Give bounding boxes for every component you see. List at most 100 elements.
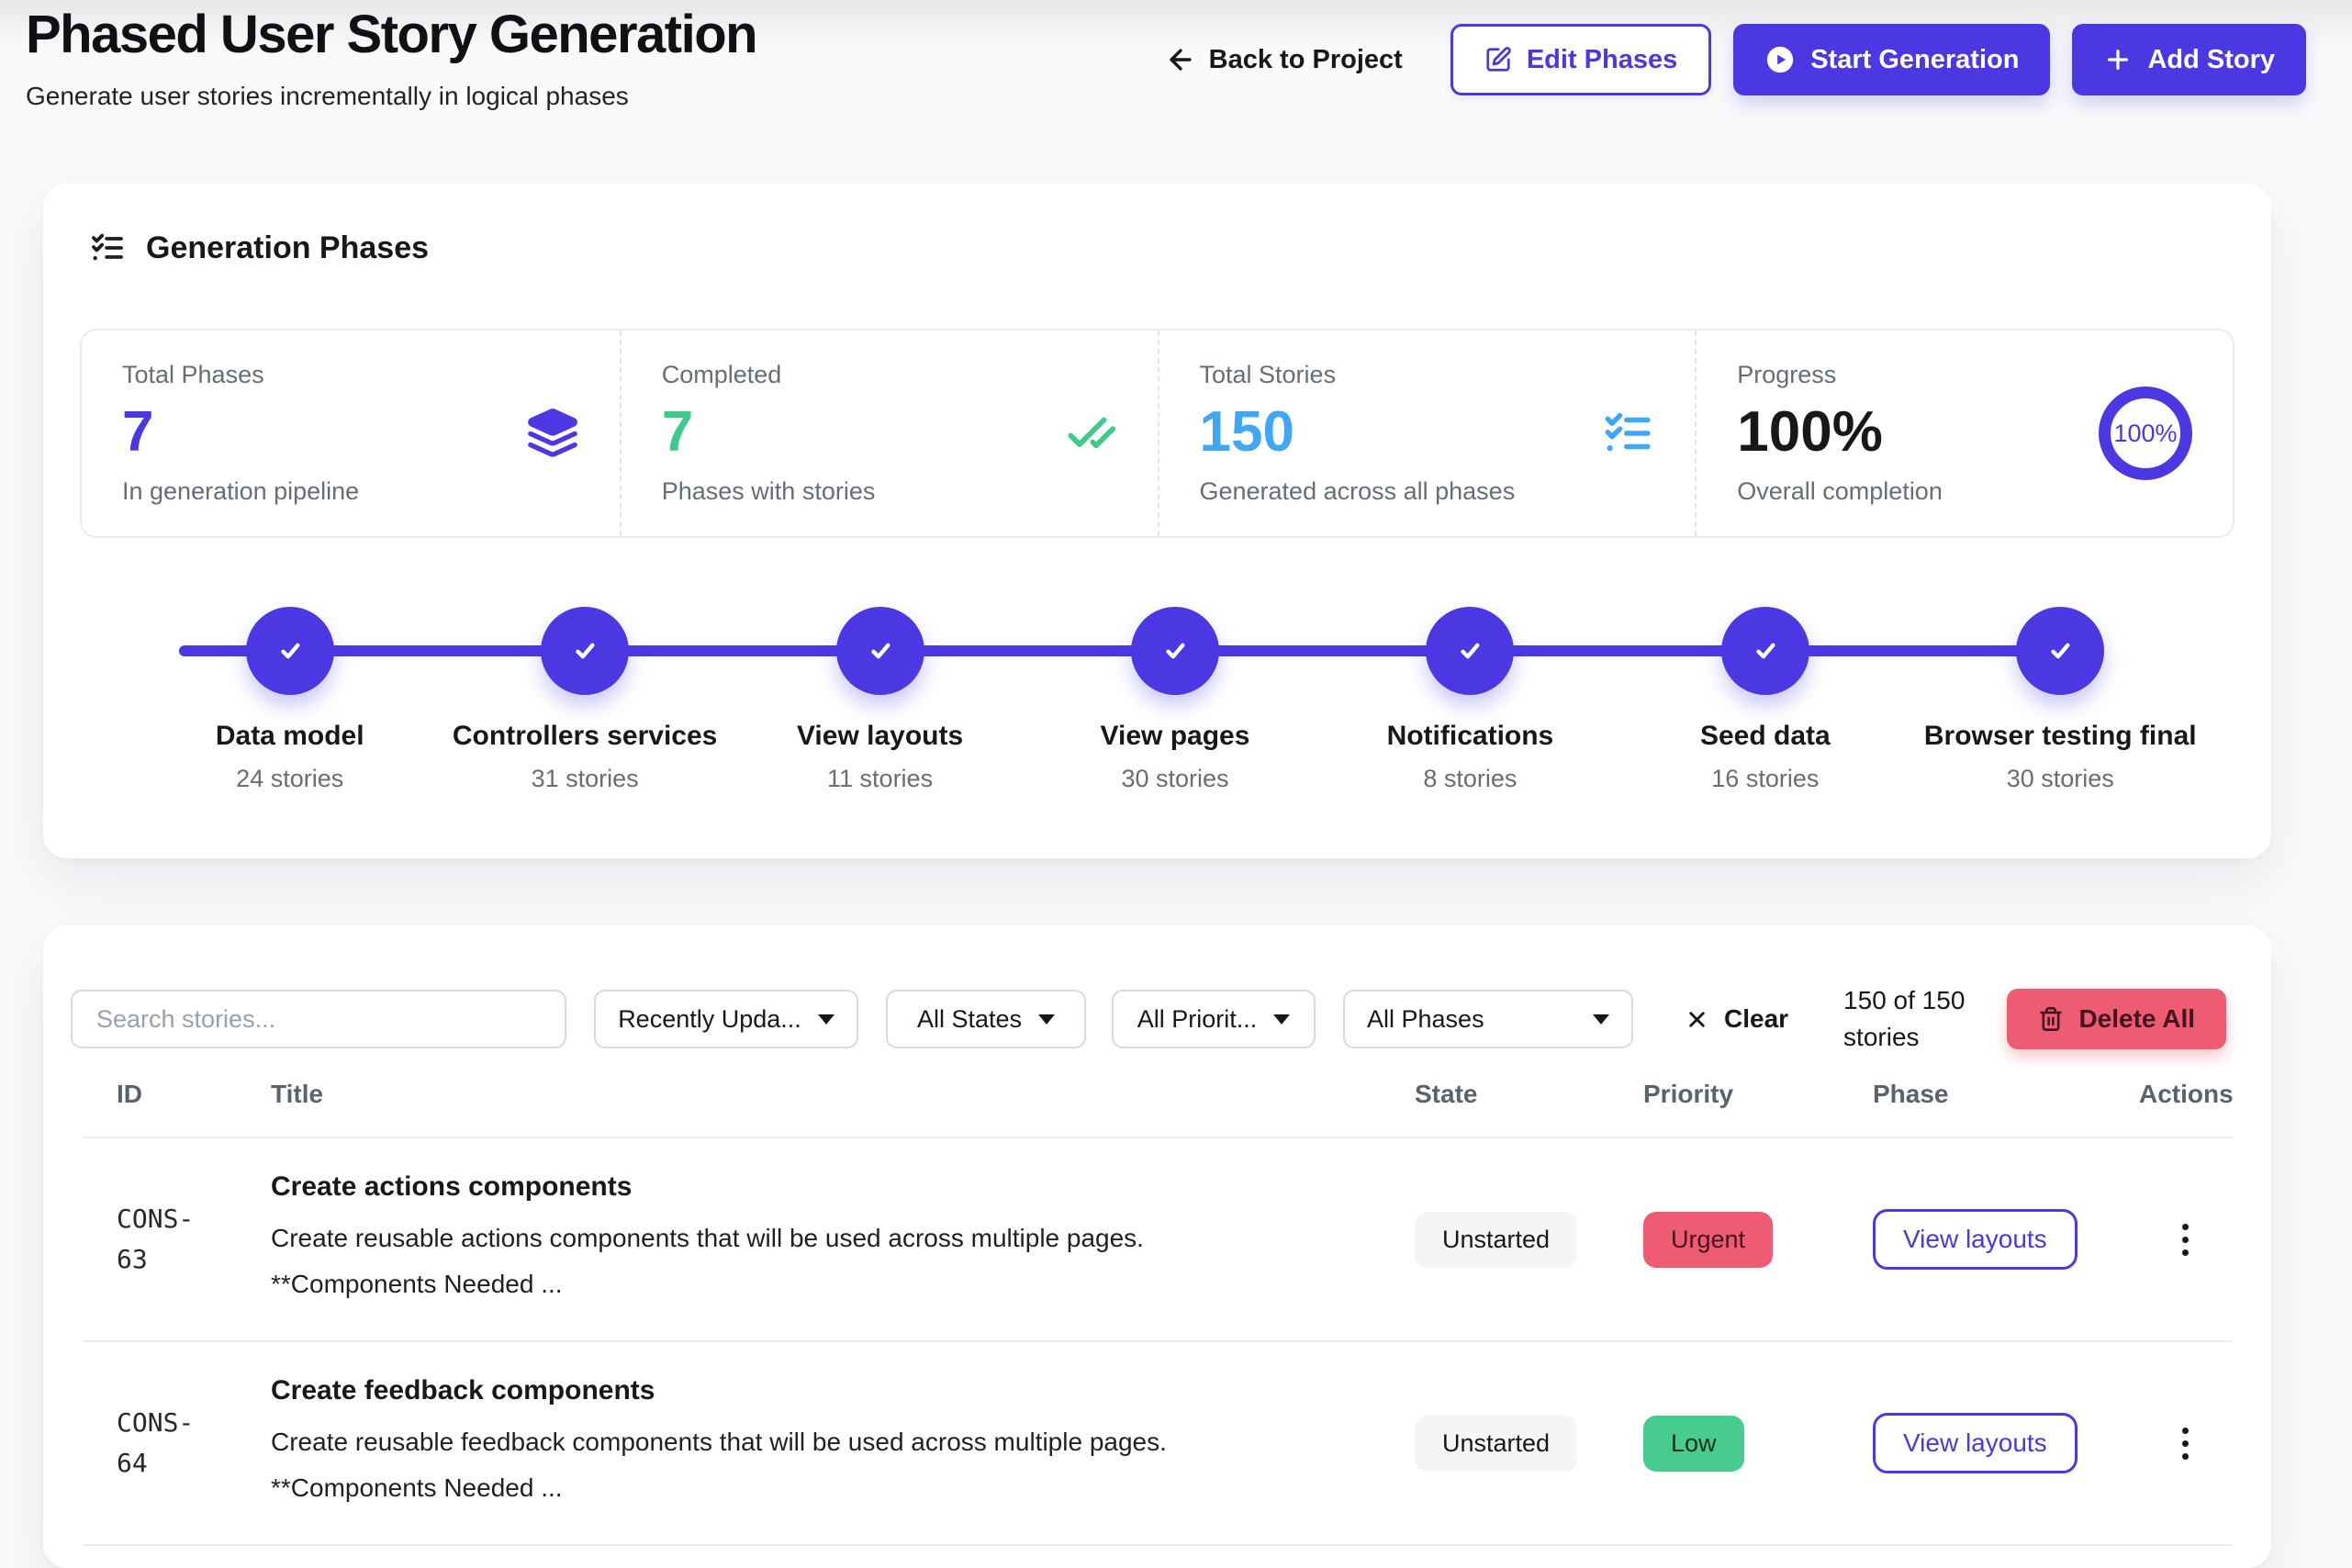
phase-timeline: Data model 24 stories Controllers services… [142,607,2208,818]
priority-badge: Low [1643,1415,1744,1472]
column-header-id: ID [117,1080,142,1108]
phase-complete-circle[interactable] [2016,607,2105,695]
stat-total-stories: Total Stories 150 Generated across all p… [1157,330,1696,536]
clear-filters-button[interactable]: Clear [1685,1004,1788,1034]
stories-table: ID Title State Priority Phase Actions CO… [83,1080,2234,1546]
phase-stats: Total Phases 7 In generation pipeline Co… [80,329,2234,538]
page-header: Phased User Story Generation Generate us… [26,0,2306,111]
timeline-phase[interactable]: View pages 30 stories [1027,607,1322,793]
timeline-phase[interactable]: Seed data 16 stories [1618,607,1912,793]
phase-name: Notifications [1386,721,1554,751]
start-generation-button[interactable]: Start Generation [1733,24,2051,95]
state-badge: Unstarted [1415,1415,1578,1472]
header-actions: Back to Project Edit Phases Start Genera… [1165,24,2306,95]
story-title: Create actions components [271,1171,633,1202]
stat-progress: Progress 100% Overall completion 100% [1695,330,2233,536]
view-layouts-button[interactable]: View layouts [1873,1209,2078,1270]
close-icon [1685,1007,1709,1032]
column-header-phase: Phase [1873,1080,1949,1108]
timeline-phase[interactable]: Notifications 8 stories [1323,607,1618,793]
play-circle-icon [1764,44,1796,75]
phase-complete-circle[interactable] [1426,607,1515,695]
back-to-project-link[interactable]: Back to Project [1165,44,1403,75]
chevron-down-icon [1273,1014,1291,1025]
table-row: CONS-64 Create feedback components Creat… [83,1342,2232,1546]
generation-phases-heading: Generation Phases [43,184,2271,266]
column-header-priority: Priority [1643,1080,1734,1108]
phase-complete-circle[interactable] [245,607,334,695]
plus-icon [2103,45,2133,74]
progress-ring: 100% [2099,386,2192,480]
page-subtitle: Generate user stories incrementally in l… [26,82,629,110]
sort-dropdown[interactable]: Recently Upda... [594,990,858,1048]
check-icon [862,633,899,669]
priority-filter-dropdown[interactable]: All Priorit... [1112,990,1316,1048]
check-icon [2042,633,2078,669]
check-icon [1451,633,1488,669]
column-header-title: Title [271,1080,324,1108]
row-actions-menu-icon[interactable] [2158,1416,2213,1471]
table-header: ID Title State Priority Phase Actions [83,1080,2234,1138]
column-header-actions: Actions [2139,1080,2234,1108]
list-checks-icon [1601,407,1654,460]
total-stories-value: 150 [1199,400,1294,464]
phase-name: View layouts [796,721,964,751]
search-input[interactable] [71,990,566,1048]
timeline-phase[interactable]: View layouts 11 stories [733,607,1027,793]
layers-icon [526,407,579,460]
story-title-cell: Create feedback components Create reusab… [271,1375,1415,1511]
check-icon [566,633,603,669]
phase-name: Controllers services [452,721,718,751]
phase-story-count: 8 stories [1423,765,1518,792]
phase-name: Data model [215,721,364,751]
filter-bar: Recently Upda... All States All Priorit.… [71,982,2226,1056]
table-row: CONS-63 Create actions components Create… [83,1138,2232,1342]
arrow-left-icon [1165,44,1196,75]
check-icon [272,633,308,669]
edit-phases-button[interactable]: Edit Phases [1450,24,1712,95]
phase-story-count: 24 stories [236,765,344,792]
phase-story-count: 11 stories [827,765,934,792]
page-title: Phased User Story Generation [26,5,758,64]
phase-story-count: 30 stories [2006,765,2114,792]
state-badge: Unstarted [1415,1211,1578,1268]
story-description: Create reusable feedback components that… [271,1428,1167,1502]
story-id: CONS-64 [117,1407,195,1478]
phase-complete-circle[interactable] [541,607,630,695]
phase-story-count: 31 stories [531,765,639,792]
priority-badge: Urgent [1643,1211,1774,1268]
phase-name: View pages [1100,721,1250,751]
stat-total-phases: Total Phases 7 In generation pipeline [82,330,620,536]
check-icon [1157,633,1193,669]
timeline-phase[interactable]: Browser testing final 30 stories [1913,607,2208,793]
state-filter-dropdown[interactable]: All States [886,990,1086,1048]
story-title-cell: Create actions components Create reusabl… [271,1171,1415,1307]
view-layouts-button[interactable]: View layouts [1873,1413,2078,1473]
phase-complete-circle[interactable] [835,607,924,695]
progress-value: 100% [1737,400,1883,464]
page-title-block: Phased User Story Generation Generate us… [26,0,758,111]
phase-filter-dropdown[interactable]: All Phases [1343,990,1633,1048]
list-checks-icon [89,230,126,266]
stories-card: Recently Upda... All States All Priorit.… [43,925,2271,1568]
timeline-phase[interactable]: Controllers services 31 stories [437,607,732,793]
chevron-down-icon [1593,1014,1609,1025]
generation-phases-card: Generation Phases Total Phases 7 In gene… [43,184,2271,858]
check-icon [1747,633,1784,669]
chevron-down-icon [1038,1014,1056,1025]
phase-story-count: 16 stories [1711,765,1820,792]
phase-complete-circle[interactable] [1720,607,1809,695]
completed-value: 7 [661,400,694,464]
add-story-button[interactable]: Add Story [2072,24,2306,95]
column-header-state: State [1415,1080,1478,1108]
phase-story-count: 30 stories [1121,765,1229,792]
trash-icon [2038,1006,2064,1032]
timeline-phase[interactable]: Data model 24 stories [142,607,437,793]
phase-complete-circle[interactable] [1130,607,1219,695]
total-phases-value: 7 [122,400,154,464]
delete-all-button[interactable]: Delete All [2007,989,2226,1049]
story-title: Create feedback components [271,1375,655,1406]
row-actions-menu-icon[interactable] [2158,1212,2213,1267]
stat-completed: Completed 7 Phases with stories [619,330,1158,536]
story-description: Create reusable actions components that … [271,1224,1144,1298]
